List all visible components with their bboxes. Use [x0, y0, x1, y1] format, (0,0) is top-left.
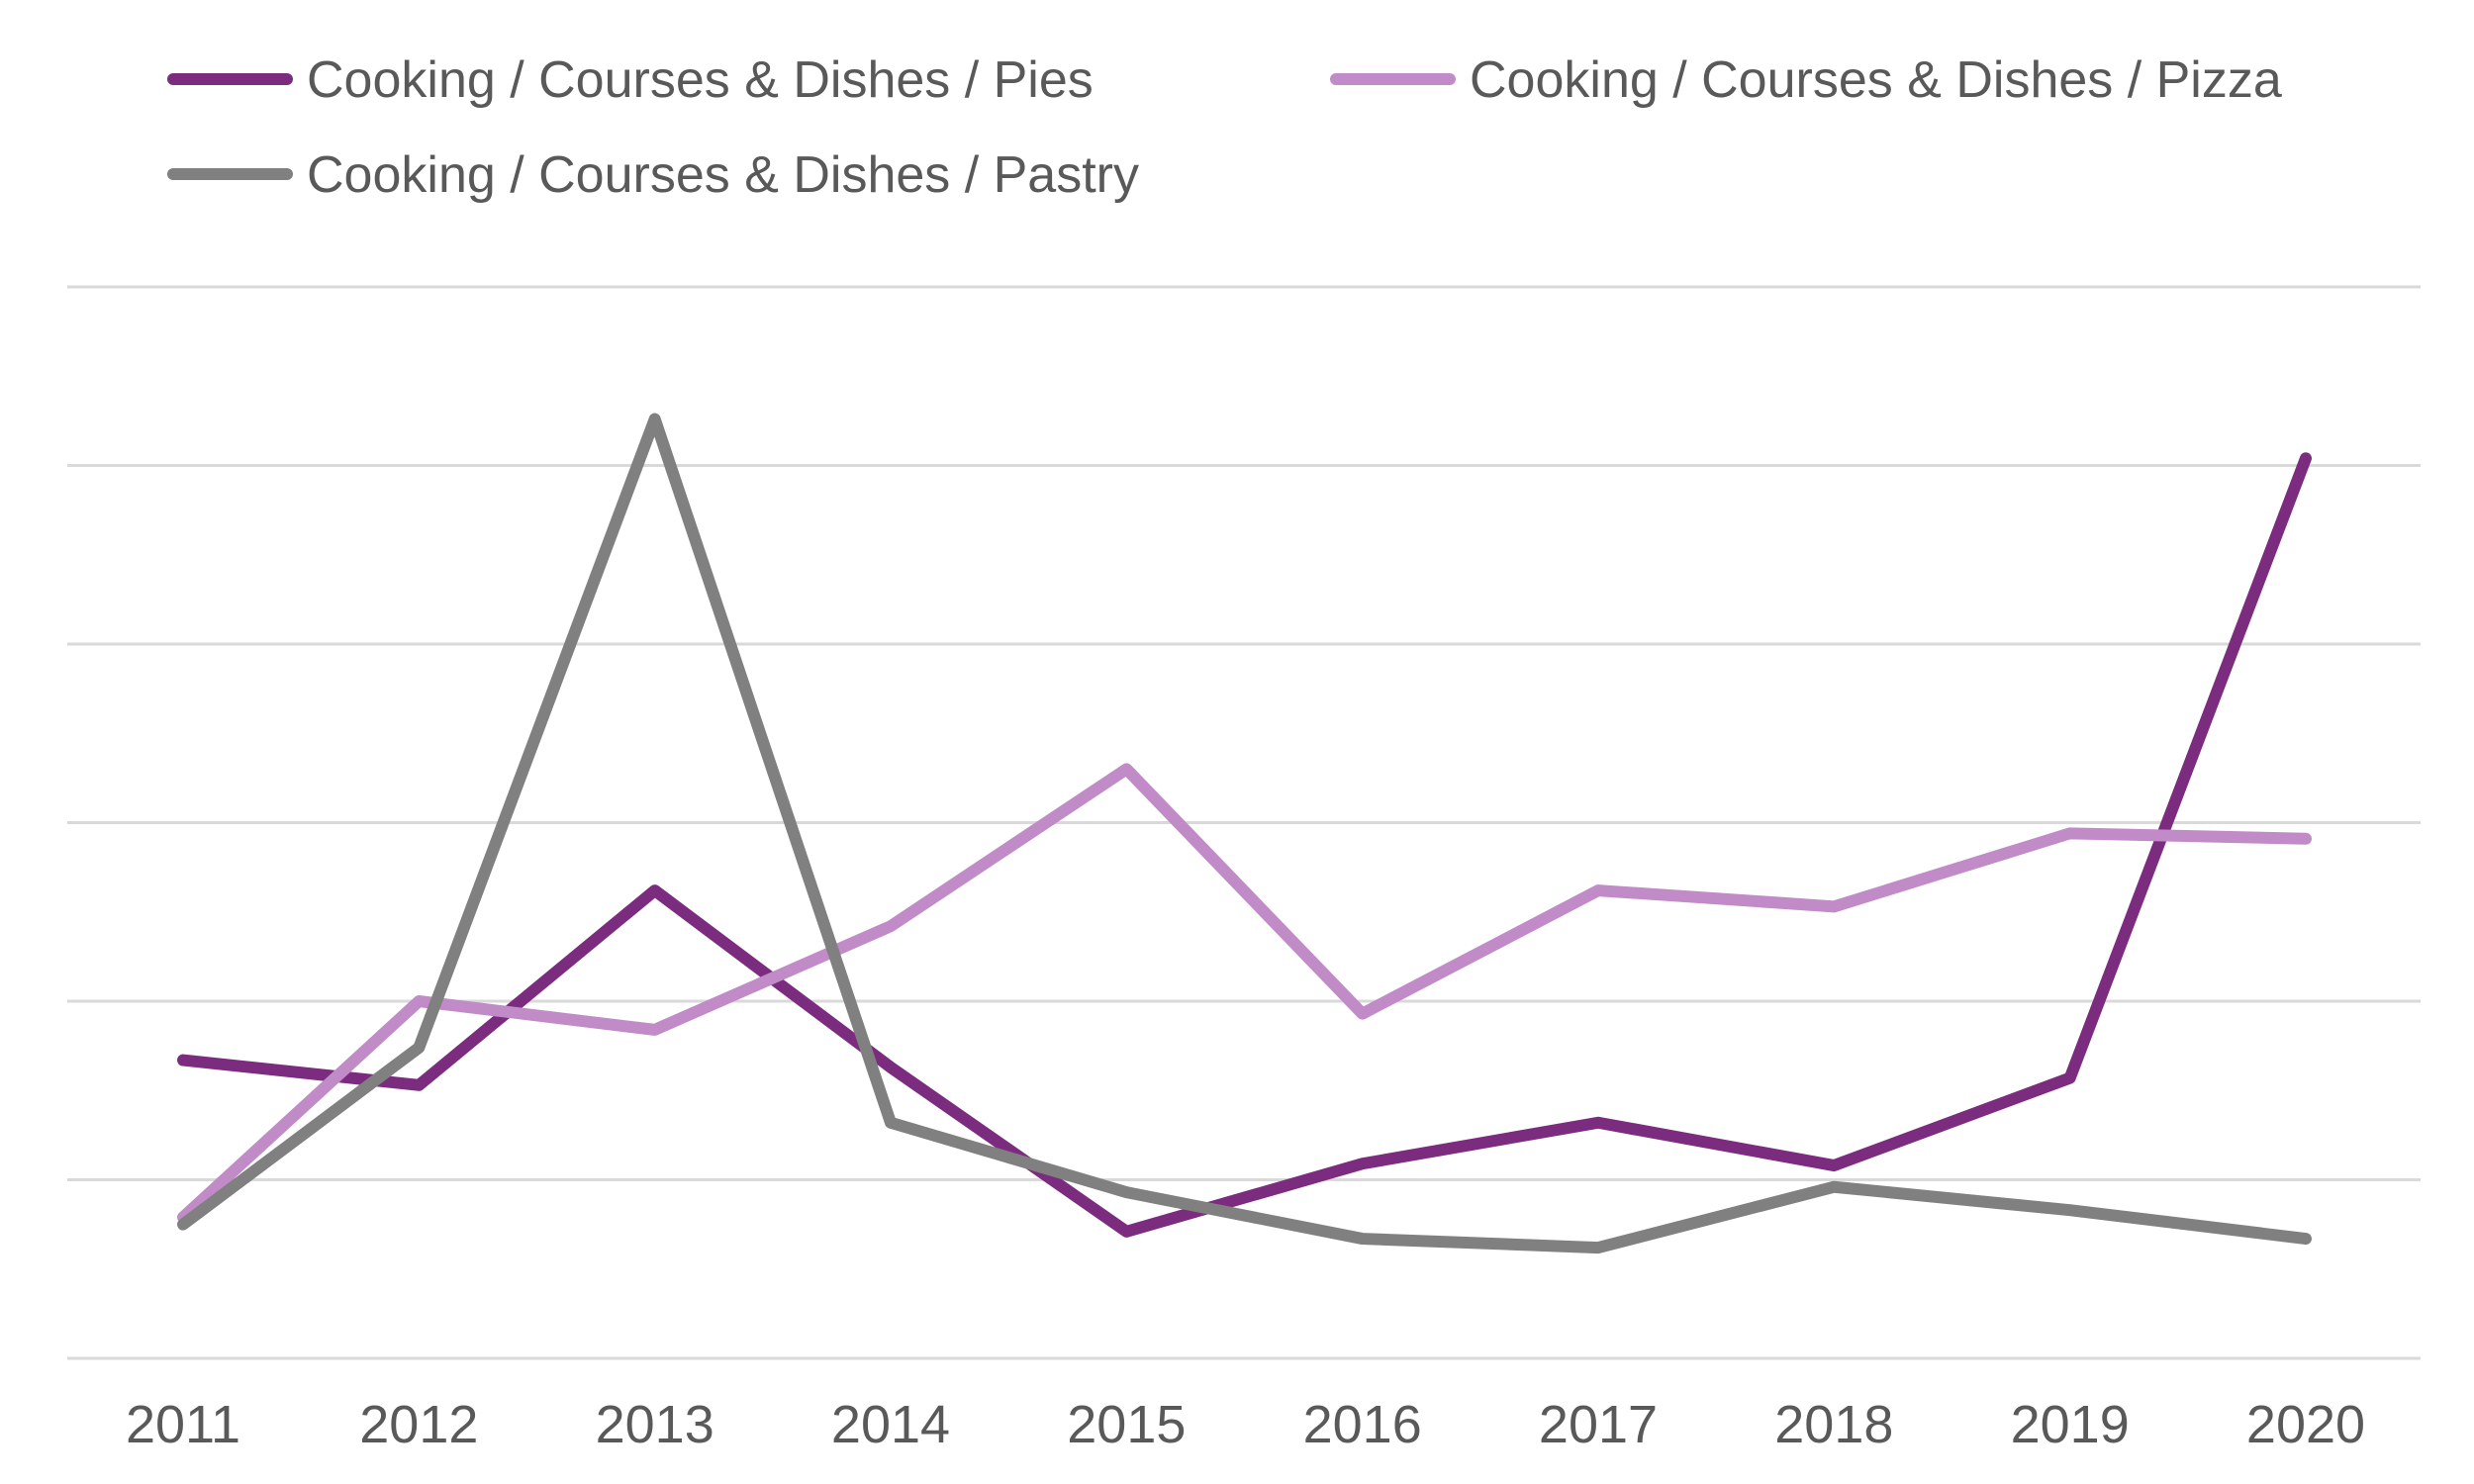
chart-legend: Cooking / Courses & Dishes / Pies Cooking… [167, 51, 2282, 204]
series-line-1 [177, 763, 2312, 1224]
series-line-0 [177, 452, 2312, 1238]
x-tick-label: 2017 [1539, 1395, 1658, 1454]
x-axis: 2011 2012 2013 2014 2015 2016 2017 2018 2019 2020 [126, 1395, 2365, 1454]
plot-area [177, 413, 2312, 1254]
x-tick-label: 2013 [596, 1395, 714, 1454]
legend-item: Cooking / Courses & Dishes / Pies [167, 51, 1094, 109]
x-tick-label: 2012 [359, 1395, 478, 1454]
x-tick-label: 2018 [1774, 1395, 1893, 1454]
legend-label: Cooking / Courses & Dishes / Pies [307, 51, 1094, 109]
legend-label: Cooking / Courses & Dishes / Pizza [1470, 51, 2282, 109]
x-tick-label: 2011 [126, 1395, 240, 1454]
series-line-2 [177, 413, 2312, 1254]
legend-label: Cooking / Courses & Dishes / Pastry [307, 146, 1139, 204]
x-tick-label: 2014 [831, 1395, 950, 1454]
x-tick-label: 2019 [2011, 1395, 2130, 1454]
x-tick-label: 2015 [1067, 1395, 1186, 1454]
x-tick-label: 2016 [1303, 1395, 1422, 1454]
legend-item: Cooking / Courses & Dishes / Pastry [167, 146, 1139, 204]
legend-item: Cooking / Courses & Dishes / Pizza [1330, 51, 2282, 109]
x-tick-label: 2020 [2246, 1395, 2365, 1454]
